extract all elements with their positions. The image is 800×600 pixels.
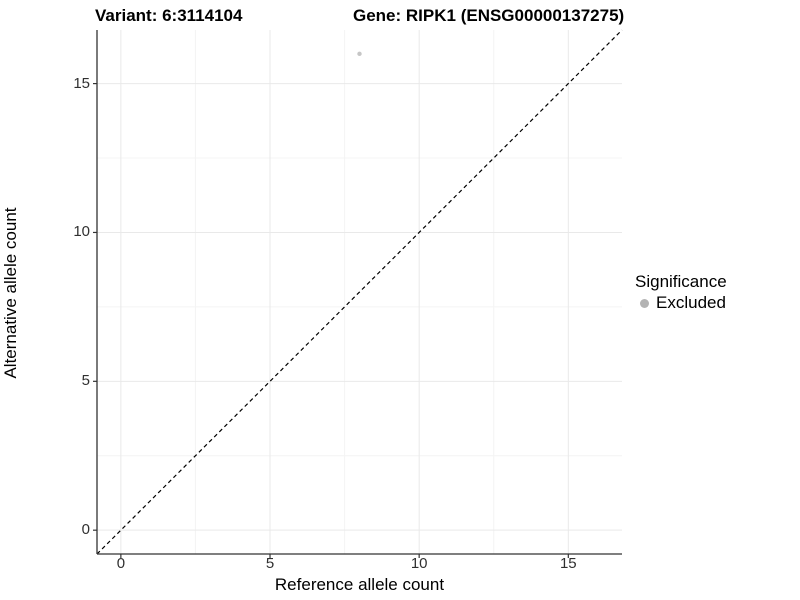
x-tick-label: 5 [265,555,275,572]
identity-line [96,29,623,555]
legend-item-excluded: Excluded [635,293,727,313]
legend-title: Significance [635,272,727,291]
y-tick-label: 0 [81,521,90,539]
y-tick-label: 10 [73,223,90,241]
x-tick-label: 10 [410,555,428,572]
excluded-dot-icon [640,298,649,308]
data-point [357,51,362,57]
legend: Significance Excluded [635,271,727,313]
y-axis-title: Alternative allele count [1,207,20,379]
legend-item-label: Excluded [656,293,726,312]
x-axis-title: Reference allele count [274,575,445,594]
y-tick-label: 5 [81,372,90,390]
variant-title: Variant: 6:3114104 [95,6,243,25]
gene-title: Gene: RIPK1 (ENSG00000137275) [353,6,625,25]
x-tick-label: 0 [116,555,126,572]
y-tick-label: 15 [73,74,90,92]
x-tick-label: 15 [559,555,577,572]
